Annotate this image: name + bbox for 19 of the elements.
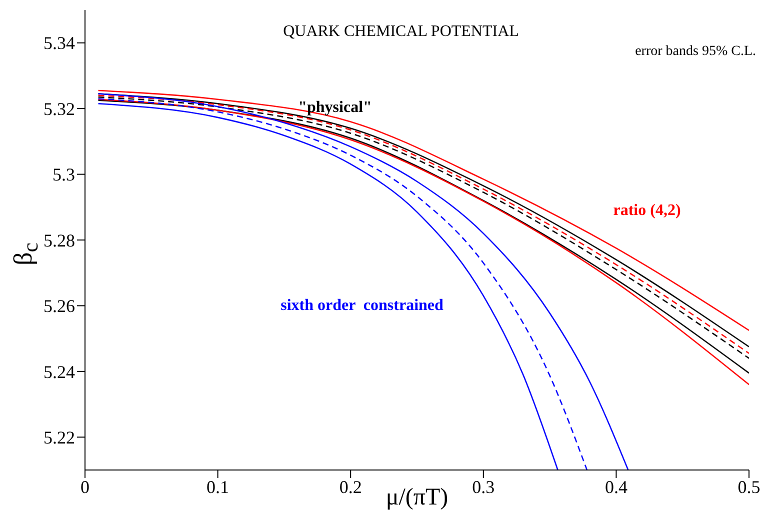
- x-tick-label: 0.3: [472, 476, 495, 497]
- y-tick-label: 5.22: [44, 428, 75, 448]
- annotation: error bands 95% C.L.: [635, 44, 756, 60]
- series-label: "physical": [298, 99, 372, 117]
- x-tick-label: 0.1: [206, 476, 230, 497]
- x-tick-label: 0: [80, 476, 90, 497]
- y-tick-label: 5.3: [52, 164, 75, 185]
- x-tick-label: 0.2: [339, 476, 362, 497]
- y-tick-label: 5.32: [44, 98, 75, 119]
- text: ratio (4,2): [613, 202, 681, 220]
- y-tick-label: 5.26: [44, 296, 75, 316]
- y-tick-label: 5.34: [44, 33, 75, 54]
- x-tick-label: 0.4: [604, 476, 628, 497]
- y-tick-label: 5.28: [44, 230, 75, 250]
- y-tick-label: 5.24: [44, 362, 75, 382]
- text: sixth order constrained: [280, 297, 444, 315]
- text: QUARK CHEMICAL POTENTIAL: [283, 23, 519, 41]
- x-axis-title: μ/(πT): [386, 484, 448, 512]
- x-tick-label: 0.5: [738, 476, 760, 497]
